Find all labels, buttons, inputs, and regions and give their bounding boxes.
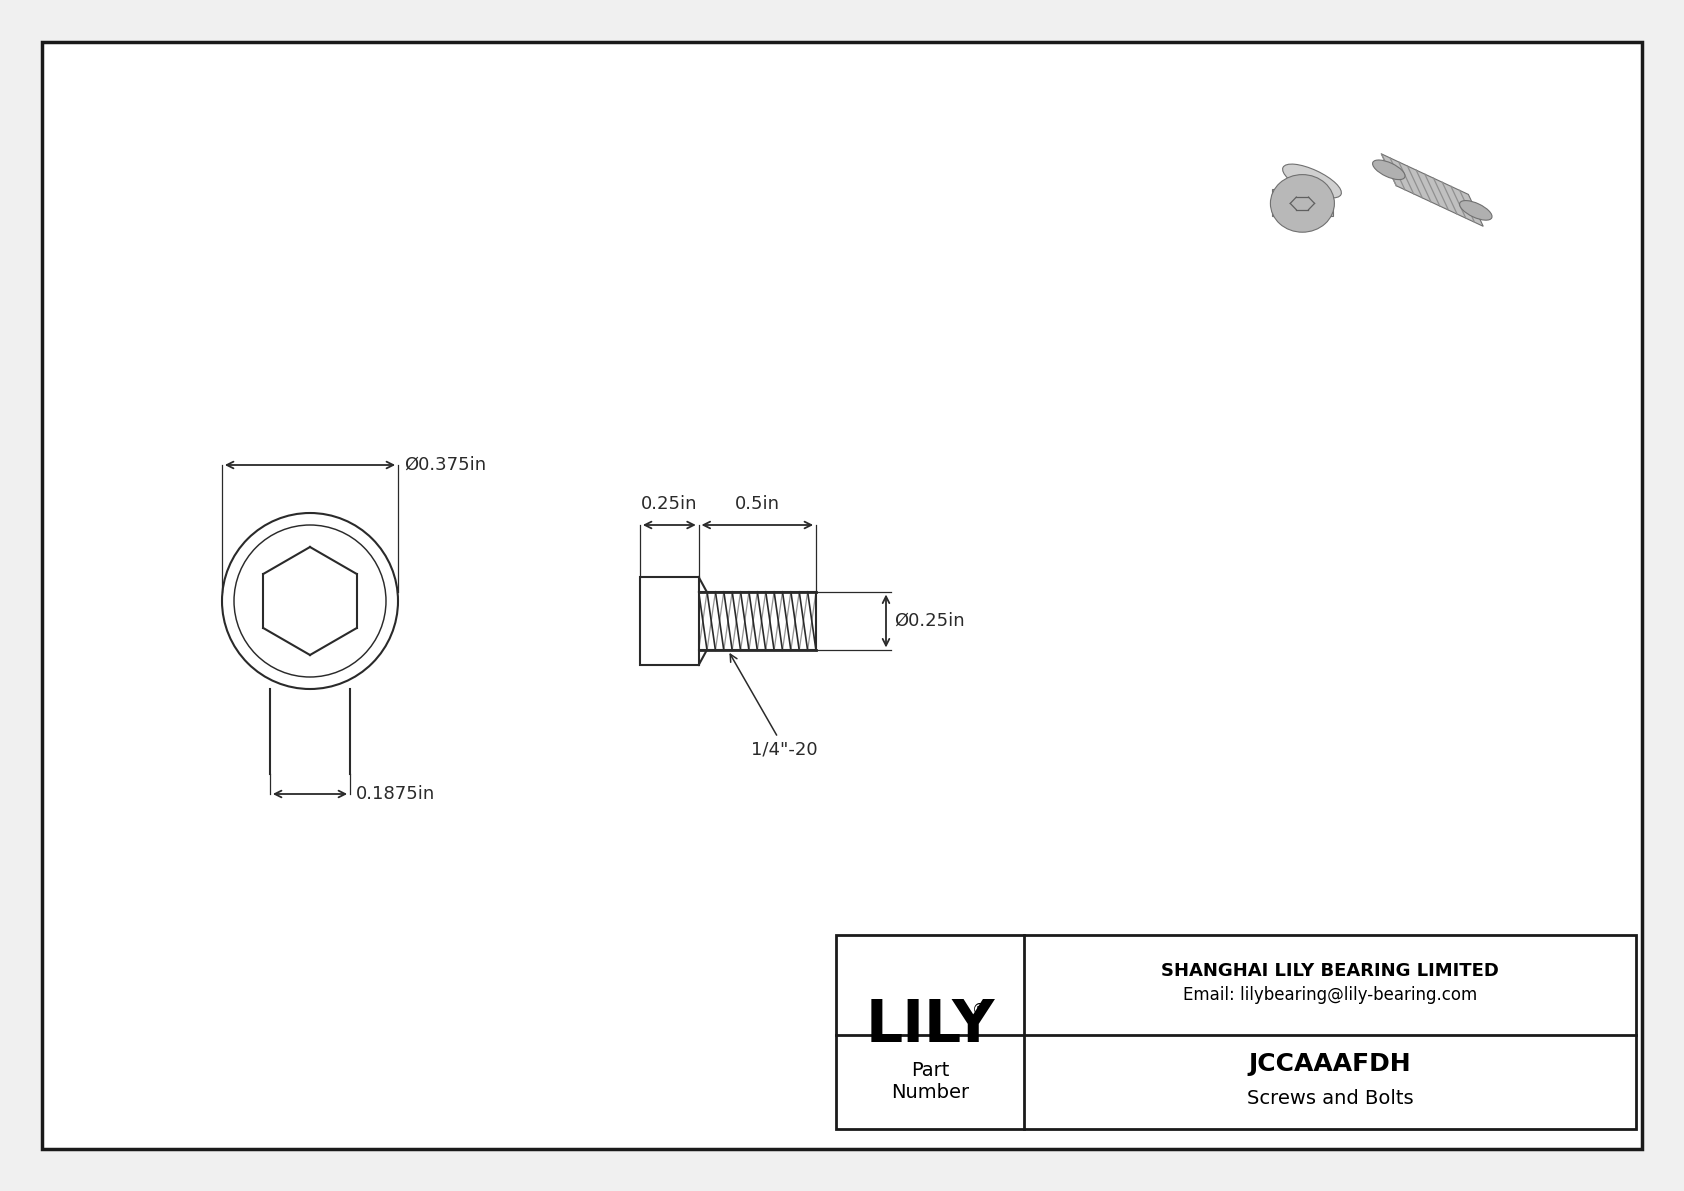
FancyBboxPatch shape [1271, 189, 1332, 217]
Text: LILY: LILY [866, 998, 995, 1054]
Polygon shape [1381, 154, 1484, 226]
Ellipse shape [1270, 175, 1334, 232]
Text: 0.1875in: 0.1875in [355, 785, 434, 803]
Text: Ø0.375in: Ø0.375in [404, 456, 487, 474]
Bar [640, 576, 699, 665]
Text: 0.25in: 0.25in [642, 495, 697, 513]
Ellipse shape [1283, 164, 1342, 198]
Text: 1/4"-20: 1/4"-20 [731, 654, 818, 759]
Bar [835, 935, 1635, 1129]
Text: JCCAAAFDH: JCCAAAFDH [1250, 1052, 1411, 1075]
Text: Email: lilybearing@lily-bearing.com: Email: lilybearing@lily-bearing.com [1182, 986, 1477, 1004]
Text: Screws and Bolts: Screws and Bolts [1246, 1089, 1413, 1108]
Ellipse shape [1372, 160, 1404, 180]
Text: Part
Number: Part Number [891, 1061, 968, 1103]
Text: ®: ® [972, 1003, 987, 1017]
Text: 0.5in: 0.5in [734, 495, 780, 513]
Text: SHANGHAI LILY BEARING LIMITED: SHANGHAI LILY BEARING LIMITED [1160, 962, 1499, 980]
Ellipse shape [1460, 200, 1492, 220]
Text: Ø0.25in: Ø0.25in [894, 612, 965, 630]
